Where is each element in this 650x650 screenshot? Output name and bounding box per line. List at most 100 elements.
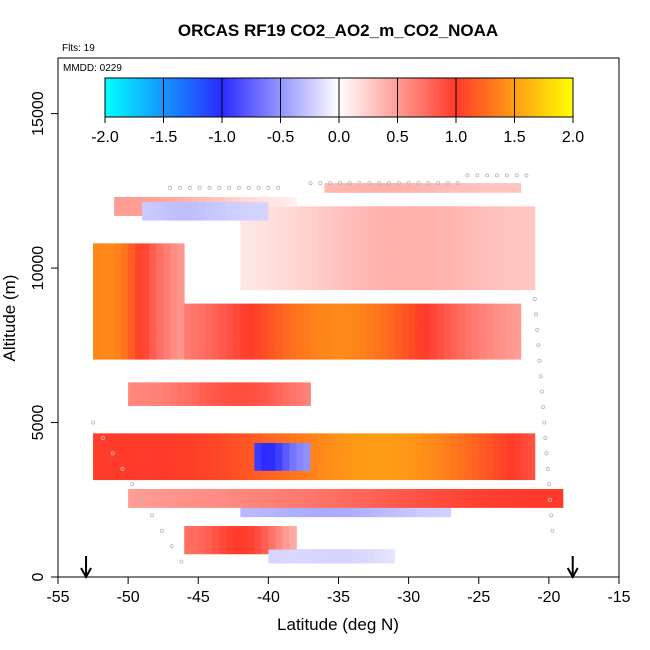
heat-cell (142, 354, 150, 360)
heat-cell (268, 493, 276, 499)
heat-cell (163, 294, 171, 300)
heat-cell (268, 447, 276, 453)
heat-cell (317, 322, 325, 328)
heat-cell (443, 308, 452, 314)
heat-cell (499, 247, 508, 254)
heat-cell (198, 475, 206, 481)
heat-cell (303, 549, 311, 555)
heat-cell (261, 206, 269, 212)
track-point (377, 181, 382, 186)
heat-cell (450, 502, 459, 508)
heat-cell (240, 229, 248, 235)
heat-cell (149, 210, 157, 216)
heat-cell (401, 229, 410, 235)
heat-cell (450, 210, 459, 216)
heat-cell (212, 322, 220, 328)
heat-cell (149, 303, 157, 309)
heat-cell (135, 387, 143, 393)
heat-cell (219, 201, 227, 207)
heat-cell (457, 461, 466, 467)
heat-cell (513, 187, 522, 193)
heat-cell (156, 336, 164, 342)
heat-cell (198, 206, 206, 212)
heat-cell (394, 447, 403, 453)
heat-cell (128, 247, 136, 254)
heat-cell (156, 257, 164, 263)
colorbar: -2.0 -1.5 -1.0 -0.5 0.0 0.5 1.0 1.5 2.0 (91, 77, 584, 146)
heat-cell (450, 238, 459, 244)
heat-cell (331, 345, 339, 351)
heat-cell (100, 470, 108, 476)
heat-cell (296, 285, 304, 291)
heat-cell (373, 220, 381, 226)
heat-cell (436, 336, 445, 342)
heat-cell (282, 243, 290, 249)
heat-cell (485, 234, 494, 240)
heat-cell (303, 396, 311, 402)
heat-cell (422, 210, 431, 216)
heat-cell (366, 257, 374, 263)
heat-cell (520, 437, 529, 444)
track-point (386, 181, 391, 186)
heat-cell (506, 465, 515, 471)
heat-cell (464, 303, 473, 309)
heat-cell (226, 456, 234, 462)
heat-cell (289, 220, 297, 226)
heat-cell (163, 470, 171, 476)
heat-cell (100, 261, 108, 267)
heat-cell (380, 549, 388, 555)
heat-cell (401, 349, 410, 355)
heat-cell (191, 210, 199, 216)
heat-cell (464, 224, 473, 230)
heat-cell (422, 488, 431, 494)
heat-cell (415, 461, 424, 467)
heat-cell (184, 215, 192, 221)
heat-cell (478, 271, 487, 277)
heat-cell (170, 317, 178, 323)
heat-cell (114, 447, 122, 453)
heat-cell (380, 266, 388, 272)
heat-cell (527, 498, 536, 504)
heat-cell (240, 530, 248, 536)
heat-cell (478, 303, 487, 309)
heat-cell (387, 470, 395, 476)
heat-cell (422, 275, 431, 281)
heat-cell (289, 322, 297, 328)
heat-cell (478, 354, 487, 360)
heat-cell (394, 433, 403, 439)
heat-cell (359, 285, 367, 291)
heat-cell (282, 247, 290, 254)
heat-cell (156, 271, 164, 277)
heat-cell (394, 451, 403, 457)
heat-cell (240, 447, 248, 453)
heat-cell (121, 271, 129, 277)
heat-cell (527, 488, 536, 494)
heat-cell (121, 354, 129, 360)
heat-cell (373, 475, 381, 481)
heat-cell (464, 187, 473, 193)
heat-cell (268, 303, 276, 309)
heat-cell (478, 275, 487, 281)
heat-cell (338, 187, 346, 193)
heat-cell (184, 447, 192, 453)
heat-cell (191, 396, 199, 402)
heat-cell (205, 312, 213, 318)
heat-cell (394, 210, 403, 216)
heat-cell (506, 451, 515, 457)
heat-cell (233, 437, 241, 444)
heat-cell (422, 238, 431, 244)
heat-cell (450, 451, 459, 457)
heat-cell (282, 266, 290, 272)
heat-cell (177, 391, 185, 397)
heat-cell (359, 261, 367, 267)
heat-cell (373, 266, 381, 272)
heat-cell (359, 470, 367, 476)
heat-cell (226, 447, 234, 453)
heat-cell (324, 340, 332, 346)
heat-cell (268, 354, 276, 360)
heat-cell (338, 271, 346, 277)
heat-cell (198, 215, 206, 221)
heat-cell (499, 303, 508, 309)
heat-cell (317, 549, 325, 555)
track-point (494, 173, 499, 178)
